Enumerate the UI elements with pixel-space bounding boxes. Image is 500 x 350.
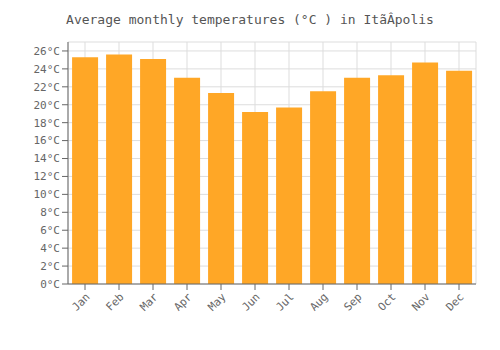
svg-text:Aug: Aug [307, 290, 330, 313]
svg-text:Feb: Feb [103, 290, 126, 313]
svg-text:Oct: Oct [375, 290, 398, 313]
svg-text:Dec: Dec [443, 290, 466, 313]
svg-text:Jun: Jun [239, 290, 262, 313]
svg-text:Apr: Apr [171, 290, 195, 314]
svg-text:Jan: Jan [69, 290, 92, 313]
svg-text:14°C: 14°C [34, 152, 61, 165]
svg-text:16°C: 16°C [34, 134, 61, 147]
svg-text:26°C: 26°C [34, 45, 61, 58]
svg-text:8°C: 8°C [40, 206, 60, 219]
svg-text:2°C: 2°C [40, 260, 60, 273]
svg-text:12°C: 12°C [34, 170, 61, 183]
svg-text:20°C: 20°C [34, 99, 61, 112]
svg-text:Nov: Nov [409, 290, 433, 314]
svg-text:10°C: 10°C [34, 188, 61, 201]
svg-text:May: May [205, 290, 229, 314]
svg-text:18°C: 18°C [34, 117, 61, 130]
svg-text:0°C: 0°C [40, 278, 60, 291]
svg-text:Mar: Mar [137, 290, 161, 314]
svg-text:4°C: 4°C [40, 242, 60, 255]
svg-text:24°C: 24°C [34, 63, 61, 76]
html-text:Average monthly temperatures (: Average monthly temperatures (°C ) in It… [66, 12, 434, 27]
svg-text:Sep: Sep [341, 290, 364, 313]
svg-text:22°C: 22°C [34, 81, 61, 94]
svg-text:Jul: Jul [273, 290, 296, 313]
svg-text:6°C: 6°C [40, 224, 60, 237]
